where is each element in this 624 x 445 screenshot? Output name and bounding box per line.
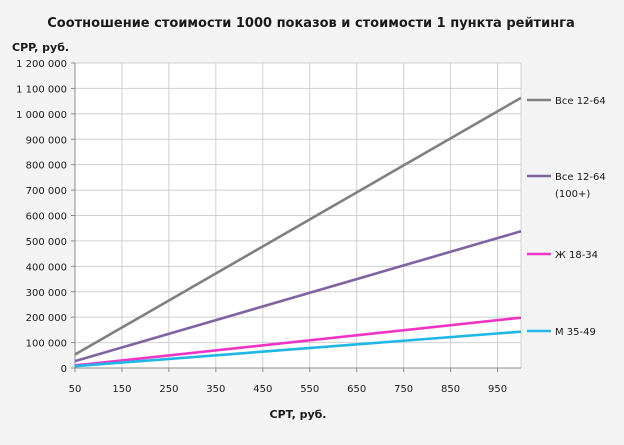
series-line-4 (74, 330, 522, 368)
series-line-3 (74, 316, 522, 367)
y-tick-label: 500 000 (26, 237, 67, 248)
x-tick-label: 750 (394, 384, 413, 395)
legend-label: Все 12-64 (555, 96, 606, 107)
plot-area: 0 100 000 200 000 300 000 400 000 500 000 600 … (16, 59, 522, 395)
chart-title: Соотношение стоимости 1000 показов и сто… (47, 16, 575, 31)
x-tick-label: 850 (441, 384, 460, 395)
y-tick-label: 0 (61, 364, 67, 375)
y-tick-label: 900 000 (26, 135, 67, 146)
y-tick-label: 800 000 (26, 161, 67, 172)
y-tick-label: 100 000 (26, 339, 67, 350)
legend-label: Все 12-64 (555, 172, 606, 183)
legend-label: М 35-49 (555, 327, 596, 338)
y-tick-label: 1 000 000 (16, 110, 67, 121)
x-tick-label: 250 (159, 384, 178, 395)
x-axis-label: CPT, руб. (270, 408, 327, 421)
x-tick-label: 350 (206, 384, 225, 395)
legend: Все 12-64 Все 12-64 (100+) Ж 18-34 М 35-49 (527, 96, 606, 338)
legend-item-1: Все 12-64 (527, 96, 606, 107)
y-tick-label: 300 000 (26, 288, 67, 299)
legend-item-2: Все 12-64 (100+) (527, 172, 606, 200)
x-tick-label: 650 (347, 384, 366, 395)
y-tick-label: 1 200 000 (16, 59, 67, 70)
series-line-2 (74, 230, 522, 363)
y-tick-label: 700 000 (26, 186, 67, 197)
legend-label: (100+) (555, 189, 590, 200)
y-tick-label: 1 100 000 (16, 84, 67, 95)
x-tick-label: 150 (112, 384, 131, 395)
y-axis-label: CPP, руб. (12, 41, 69, 54)
x-tick-label: 550 (300, 384, 319, 395)
y-tick-label: 600 000 (26, 212, 67, 223)
x-tick-label: 50 (69, 384, 82, 395)
y-tick-label: 200 000 (26, 313, 67, 324)
series-line-1 (74, 96, 522, 356)
x-tick-label: 950 (488, 384, 507, 395)
x-tick-label: 450 (253, 384, 272, 395)
legend-item-4: М 35-49 (527, 327, 596, 338)
y-tick-label: 400 000 (26, 262, 67, 273)
legend-label: Ж 18-34 (555, 250, 598, 261)
legend-item-3: Ж 18-34 (527, 250, 598, 261)
